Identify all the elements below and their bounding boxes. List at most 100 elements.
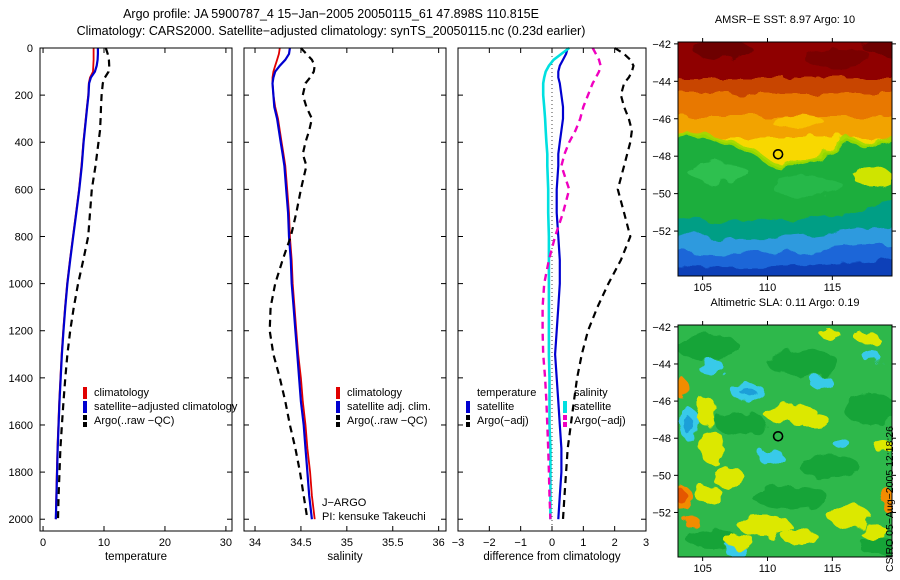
x-tick-label: 30 <box>220 537 232 549</box>
sla-map: 105 110 115 −42 −44 −46 −48 −50 −52 <box>652 321 896 575</box>
legend-label: salinity <box>574 387 608 399</box>
y-tick-label: 800 <box>15 231 33 243</box>
legend-item: salinity <box>563 386 626 400</box>
difference-profile-plot: −3 −2 −1 0 1 2 3 <box>452 46 649 549</box>
legend-line-swatch <box>336 415 340 427</box>
y-tick-label: 1600 <box>9 420 33 432</box>
legend-item: Argo(−adj) <box>466 414 536 428</box>
y-tick-label: −46 <box>652 396 671 408</box>
x-tick-label: 34 <box>249 537 261 549</box>
x-tick-label: 115 <box>824 282 842 294</box>
program-pi: PI: kensuke Takeuchi <box>322 511 426 523</box>
y-tick-label: −50 <box>652 189 671 201</box>
legend-label: climatology <box>347 387 403 399</box>
x-tick-label: −3 <box>452 537 465 549</box>
legend-line-swatch <box>563 401 567 413</box>
legend-salinity-panel: climatology satellite adj. clim. Argo(..ra… <box>336 386 431 428</box>
x-tick-label: 2 <box>612 537 618 549</box>
x-tick-label: 105 <box>693 563 711 575</box>
x-tick-label: 10 <box>98 537 110 549</box>
legend-item: Argo(..raw −QC) <box>83 414 237 428</box>
y-tick-label: −50 <box>652 470 671 482</box>
y-tick-label: 600 <box>15 184 33 196</box>
temperature-profile-axes: 0 10 20 30 0 200 400 600 800 1000 1200 1400 1600 1800… <box>9 43 233 549</box>
legend-item: satellite−adjusted climatology <box>83 400 237 414</box>
legend-line-swatch <box>83 387 87 399</box>
legend-label: climatology <box>94 387 150 399</box>
legend-label: temperature <box>477 387 537 399</box>
temperature-axis-label: temperature <box>104 551 167 563</box>
legend-label: Argo(..raw −QC) <box>347 415 428 427</box>
x-tick-label: 1 <box>580 537 586 549</box>
x-tick-label: 110 <box>759 282 777 294</box>
series-satellite-adj-clim- <box>271 47 313 520</box>
series-climatology <box>54 48 95 520</box>
y-tick-label: 1800 <box>9 467 33 479</box>
legend-difference-temperature: temperature satellite Argo(−adj) <box>466 386 536 428</box>
y-tick-label: −44 <box>652 76 671 88</box>
y-tick-label: 400 <box>15 137 33 149</box>
legend-item: climatology <box>83 386 237 400</box>
series-temperature-argo-adj-minus-climatology <box>561 47 635 520</box>
watermark-timestamp: CSIRO 05−Aug−2005 12:18:26 <box>884 426 896 572</box>
sla-map-title: Altimetric SLA: 0.11 Argo: 0.19 <box>710 297 860 309</box>
legend-label: Argo(..raw −QC) <box>94 415 175 427</box>
program-annotation: J−ARGO PI: kensuke Takeuchi <box>322 496 426 524</box>
argo-position-marker <box>772 149 784 160</box>
salinity-profile-axes: 34 34.5 35 35.5 36 <box>243 47 447 549</box>
x-tick-label: 35 <box>341 537 353 549</box>
legend-line-swatch <box>336 387 340 399</box>
x-tick-label: 115 <box>824 563 842 575</box>
y-tick-label: −48 <box>652 433 671 445</box>
x-tick-label: 35.5 <box>382 537 403 549</box>
x-tick-label: 3 <box>643 537 649 549</box>
sla-map-image <box>678 325 892 557</box>
series-climatology <box>271 47 316 520</box>
x-tick-label: −1 <box>514 537 527 549</box>
legend-item: temperature <box>466 386 536 400</box>
series-salinity-satellite-minus-climatology <box>541 46 570 520</box>
y-tick-label: −46 <box>652 114 671 126</box>
legend-line-swatch <box>83 401 87 413</box>
legend-item: satellite <box>563 400 626 414</box>
y-tick-label: 1000 <box>9 279 33 291</box>
figure-title-line1: Argo profile: JA 5900787_4 15−Jan−2005 2… <box>123 7 539 21</box>
sst-map: 105 110 115 −42 −44 −46 −48 −50 −52 <box>652 38 896 294</box>
difference-axis-label: difference from climatology <box>483 551 621 563</box>
x-tick-label: 105 <box>693 282 711 294</box>
difference-profile-axes: −3 −2 −1 0 1 2 3 <box>452 46 649 549</box>
y-tick-label: −42 <box>652 322 671 334</box>
sst-map-title: AMSR−E SST: 8.97 Argo: 10 <box>714 14 856 26</box>
y-tick-label: 0 <box>27 43 33 55</box>
y-tick-label: −48 <box>652 151 671 163</box>
legend-label: Argo(−adj) <box>477 415 529 427</box>
y-tick-label: −44 <box>652 359 671 371</box>
x-tick-label: 0 <box>40 537 46 549</box>
x-tick-label: 0 <box>549 537 555 549</box>
legend-line-swatch <box>466 415 470 427</box>
y-tick-label: 1400 <box>9 373 33 385</box>
y-tick-label: −42 <box>652 39 671 51</box>
salinity-axis-label: salinity <box>327 551 363 563</box>
legend-item: satellite <box>466 400 536 414</box>
sst-map-axes: 105 110 115 −42 −44 −46 −48 −50 −52 <box>652 38 896 294</box>
legend-item: Argo(−adj) <box>563 414 626 428</box>
x-tick-label: 34.5 <box>290 537 311 549</box>
x-tick-label: −2 <box>483 537 496 549</box>
legend-line-swatch <box>466 401 470 413</box>
x-tick-label: 20 <box>159 537 171 549</box>
series-salinity-argo-adj-minus-climatology <box>541 47 602 520</box>
sla-map-axes: 105 110 115 −42 −44 −46 −48 −50 −52 <box>652 321 896 575</box>
figure-title-line2: Climatology: CARS2000. Satellite−adjuste… <box>76 24 586 38</box>
argo-position-marker <box>772 431 784 442</box>
legend-label: satellite−adjusted climatology <box>94 401 238 413</box>
legend-item: climatology <box>336 386 431 400</box>
series-temperature-satellite-minus-climatology <box>553 47 569 520</box>
salinity-profile-plot: 34 34.5 35 35.5 36 <box>243 47 447 549</box>
legend-item: Argo(..raw −QC) <box>336 414 431 428</box>
legend-label: satellite <box>574 401 612 413</box>
legend-line-swatch <box>83 415 87 427</box>
sst-map-image <box>678 42 892 276</box>
legend-label: Argo(−adj) <box>574 415 626 427</box>
legend-item: satellite adj. clim. <box>336 400 431 414</box>
